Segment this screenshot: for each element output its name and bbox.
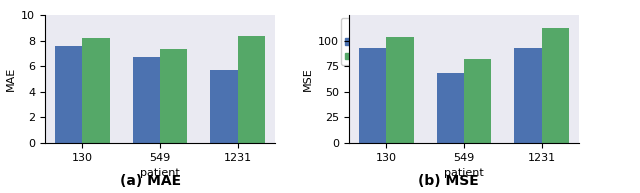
Bar	[359, 48, 387, 143]
Bar	[55, 46, 83, 143]
Bar	[464, 59, 491, 143]
Bar	[541, 28, 569, 143]
Text: (a) MAE: (a) MAE	[120, 174, 181, 188]
Bar	[160, 49, 187, 143]
Y-axis label: MSE: MSE	[303, 67, 312, 91]
X-axis label: patient: patient	[140, 168, 180, 178]
Bar	[133, 58, 160, 143]
Y-axis label: MAE: MAE	[6, 67, 15, 91]
Text: (b) MSE: (b) MSE	[418, 174, 478, 188]
Bar	[211, 70, 237, 143]
Legend: RF, dummy: RF, dummy	[341, 18, 413, 65]
Bar	[515, 48, 541, 143]
X-axis label: patient: patient	[444, 168, 484, 178]
Bar	[387, 37, 413, 143]
Bar	[237, 36, 265, 143]
Bar	[83, 38, 109, 143]
Bar	[437, 73, 464, 143]
